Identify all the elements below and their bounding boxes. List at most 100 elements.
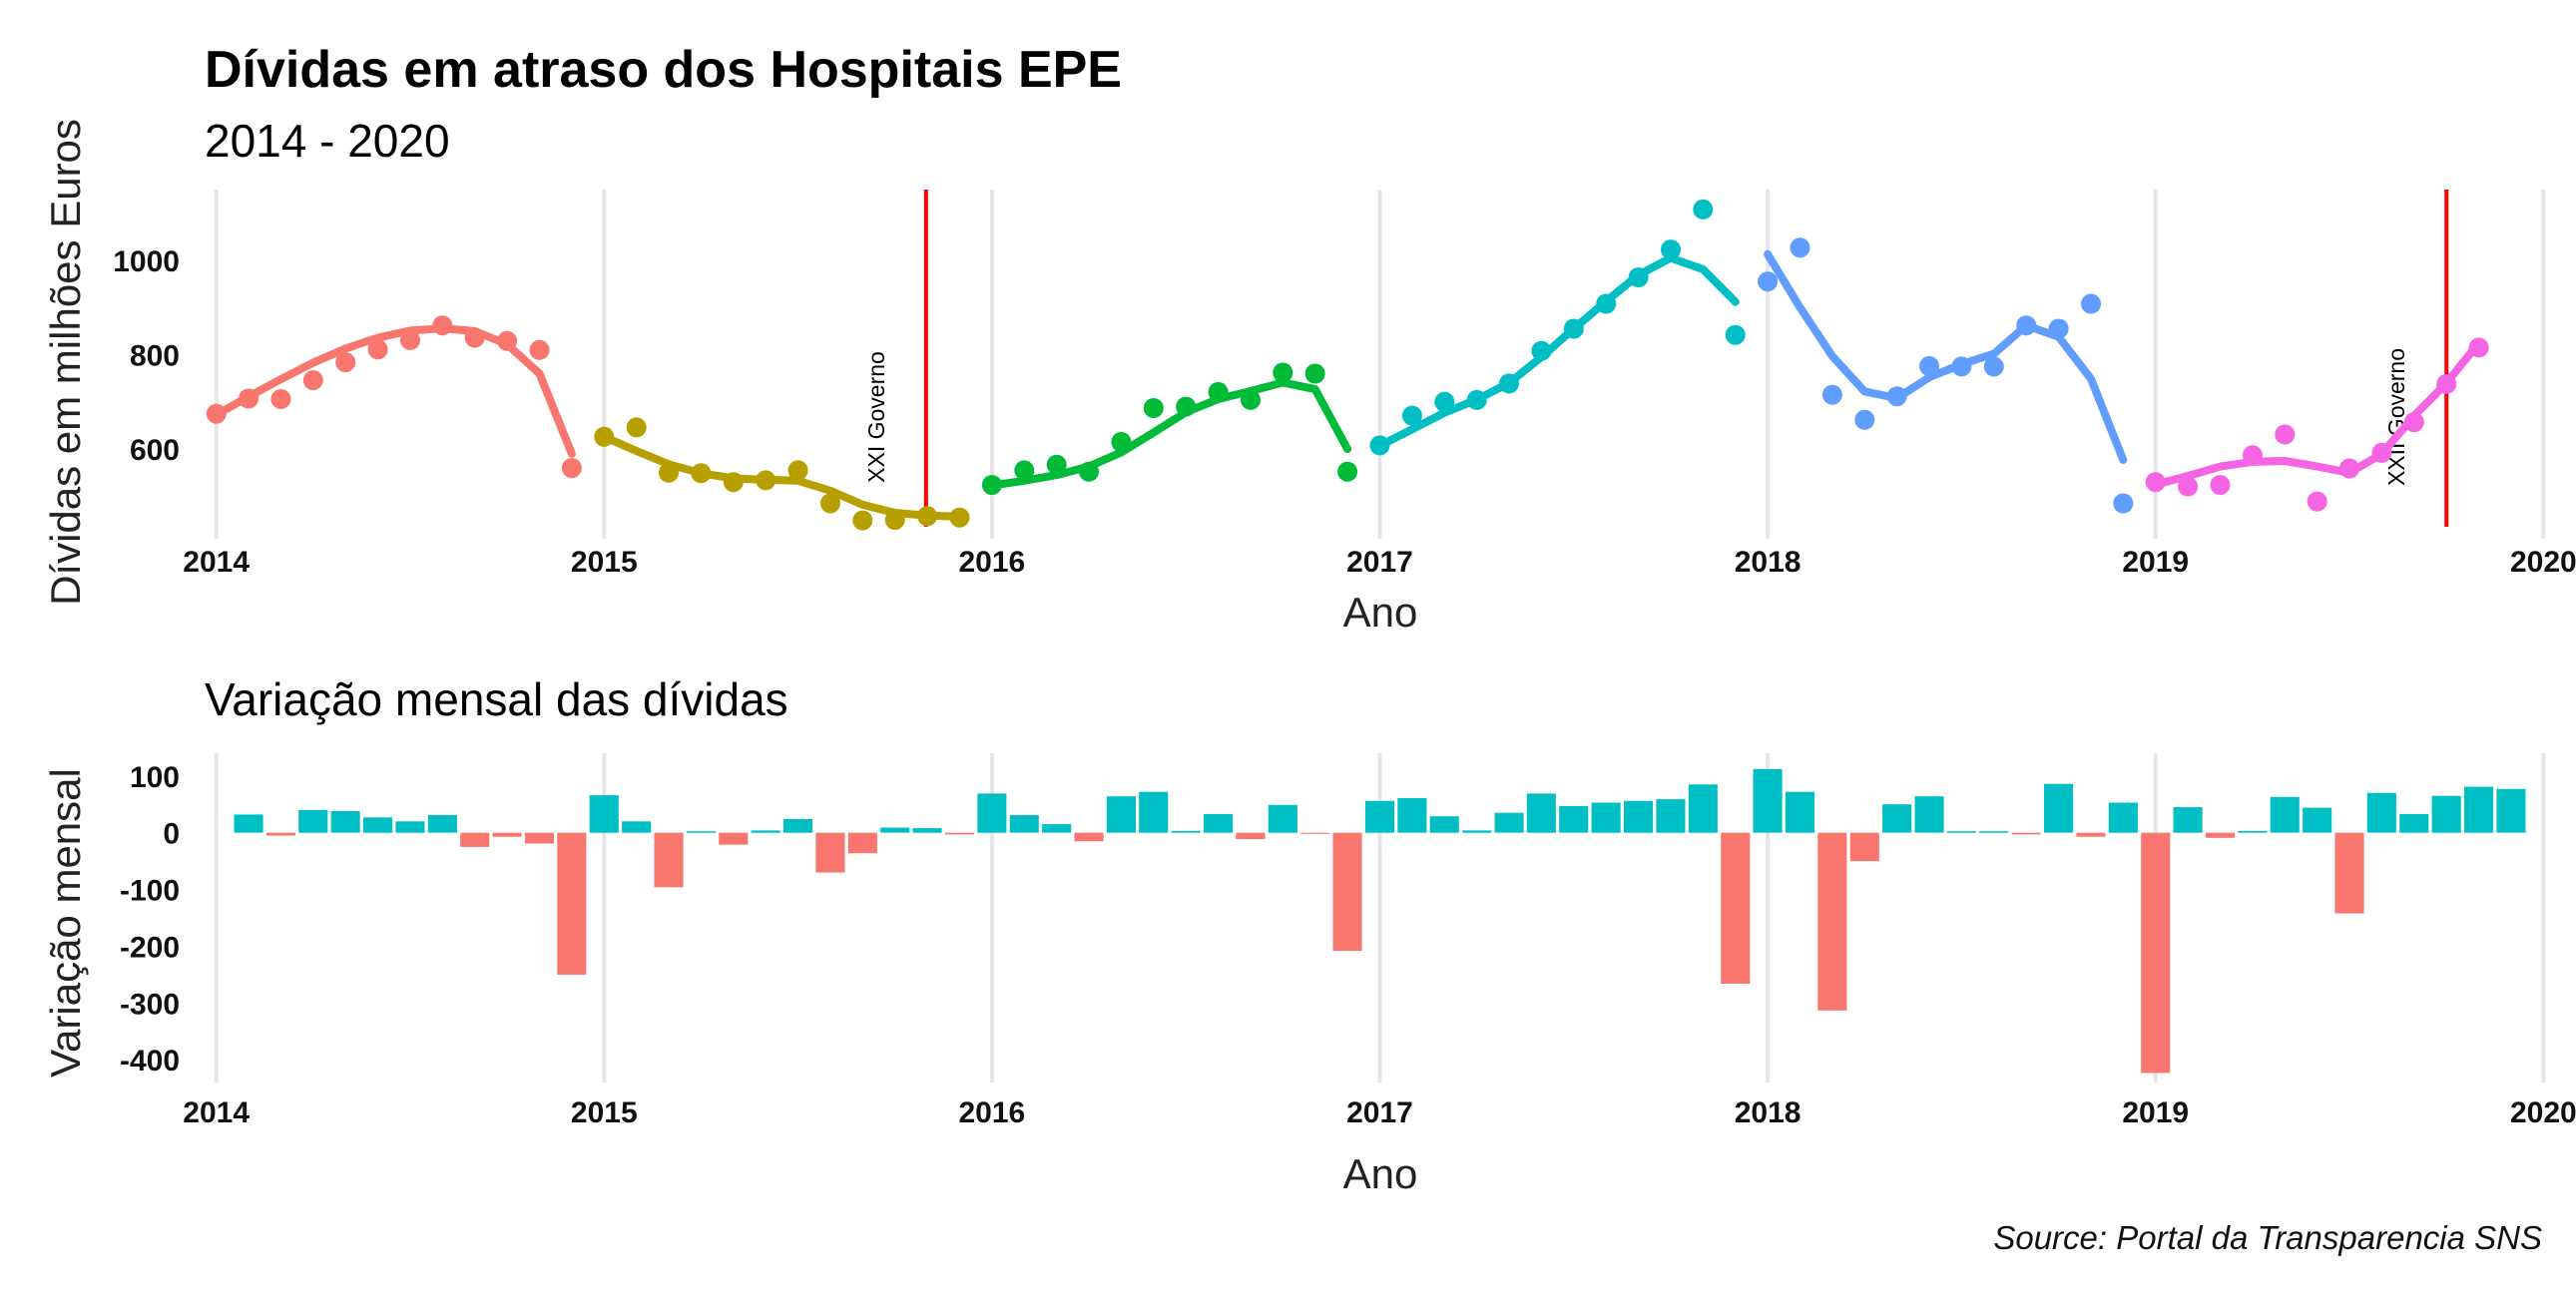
variation-bar	[912, 828, 942, 833]
debt-point	[367, 339, 388, 360]
debt-point	[820, 493, 840, 514]
debt-point	[1628, 267, 1649, 287]
variation-bar	[2334, 832, 2364, 914]
bottom-y-tick-label: -400	[120, 1045, 180, 1078]
debt-point	[2307, 491, 2327, 512]
bottom-x-axis-title: Ano	[1343, 1150, 1418, 1197]
top-x-tick-label: 2017	[1346, 546, 1413, 579]
debt-points	[206, 199, 2489, 531]
bottom-x-tick-label: 2014	[183, 1096, 250, 1129]
variation-bar	[1009, 815, 1039, 833]
debt-point	[1046, 454, 1067, 475]
variation-bar	[1494, 812, 1524, 833]
debt-point	[2210, 475, 2231, 496]
bottom-x-tick-label: 2020	[2510, 1096, 2576, 1129]
debt-point	[400, 329, 420, 350]
debt-point	[2113, 493, 2134, 514]
debt-point	[594, 426, 615, 447]
debt-point	[1499, 373, 1519, 394]
debt-point	[1854, 409, 1875, 430]
debt-point	[2468, 337, 2489, 358]
variation-bar	[2011, 832, 2041, 835]
debt-point	[1790, 237, 1810, 258]
debt-point	[497, 330, 518, 351]
variation-bar	[1204, 813, 1234, 833]
debt-point	[756, 470, 776, 491]
variation-bar	[977, 793, 1007, 833]
debt-point	[1983, 356, 2004, 377]
variation-bar	[2076, 832, 2106, 837]
government-lines: XXI Governo XXII Governo	[863, 190, 2449, 527]
source-caption: Source: Portal da Transparencia SNS	[1993, 1219, 2542, 1256]
variation-bar	[1268, 804, 1297, 833]
variation-bar	[2141, 832, 2171, 1074]
debt-point	[302, 370, 323, 391]
debt-point	[1563, 318, 1584, 339]
variation-bar	[460, 832, 490, 847]
top-x-tick-label: 2020	[2510, 546, 2576, 579]
smooth-curve	[1375, 253, 1740, 450]
debt-point	[2048, 318, 2069, 339]
debt-point	[206, 403, 227, 424]
variation-bar	[1300, 832, 1330, 834]
debt-point	[1886, 386, 1907, 407]
bottom-y-tick-label: -300	[120, 988, 180, 1021]
variation-bar	[847, 832, 877, 854]
debt-point	[1725, 324, 1746, 345]
debt-point	[852, 510, 873, 531]
bottom-panel-title: Variação mensal das dívidas	[205, 673, 788, 725]
top-y-tick-label: 600	[130, 434, 180, 467]
variation-bar	[1559, 805, 1589, 833]
debt-point	[1951, 356, 1972, 377]
top-x-tick-label: 2015	[571, 546, 638, 579]
bottom-x-tick-label: 2015	[571, 1096, 638, 1129]
debt-point	[659, 462, 679, 483]
debt-point	[626, 417, 647, 438]
top-x-tick-label: 2014	[183, 546, 250, 579]
variation-bar	[1106, 796, 1136, 833]
debt-point	[335, 352, 356, 373]
variation-bar	[1139, 791, 1169, 833]
debt-point	[2016, 315, 2037, 336]
debt-point	[1531, 340, 1552, 361]
debt-point	[1111, 432, 1132, 452]
variation-bar	[1914, 796, 1944, 833]
variation-bar	[395, 821, 425, 833]
variation-bar	[654, 832, 684, 888]
bottom-x-tick-label: 2017	[1346, 1096, 1413, 1129]
variation-bar	[1882, 804, 1912, 833]
debt-point	[2178, 476, 2199, 497]
bottom-y-tick-label: -200	[120, 931, 180, 964]
debt-point	[1401, 405, 1422, 426]
variation-bar	[2205, 832, 2235, 838]
variation-bar	[1688, 784, 1718, 833]
debt-point	[1273, 362, 1293, 383]
debt-point	[239, 388, 258, 409]
top-x-tick-label: 2016	[959, 546, 1026, 579]
variation-bar	[1332, 832, 1362, 951]
debt-point	[529, 339, 550, 360]
variation-bar	[1849, 832, 1879, 862]
variation-bar	[557, 832, 587, 975]
debt-point	[691, 463, 712, 484]
debt-point	[1176, 396, 1197, 417]
debt-point	[884, 510, 905, 531]
variation-bar	[363, 817, 393, 833]
top-y-ticks: 600 800 1000	[113, 245, 180, 467]
bottom-y-tick-label: -100	[120, 875, 180, 908]
variation-bar	[2270, 796, 2300, 833]
debt-point	[2339, 458, 2359, 479]
variation-bar	[2303, 807, 2332, 833]
variation-bar	[1591, 802, 1621, 833]
variation-bar	[265, 832, 295, 836]
debt-point	[2371, 442, 2392, 463]
debt-point	[1693, 199, 1714, 219]
bottom-y-ticks: 100 0 -100 -200 -300 -400	[120, 761, 180, 1078]
top-x-ticks: 2014 2015 2016 2017 2018 2019 2020	[183, 546, 2576, 579]
debt-point	[2081, 293, 2101, 314]
debt-point	[2436, 373, 2457, 394]
debt-point	[1369, 435, 1390, 456]
variation-bar	[1785, 791, 1814, 833]
debt-point	[1304, 363, 1325, 384]
